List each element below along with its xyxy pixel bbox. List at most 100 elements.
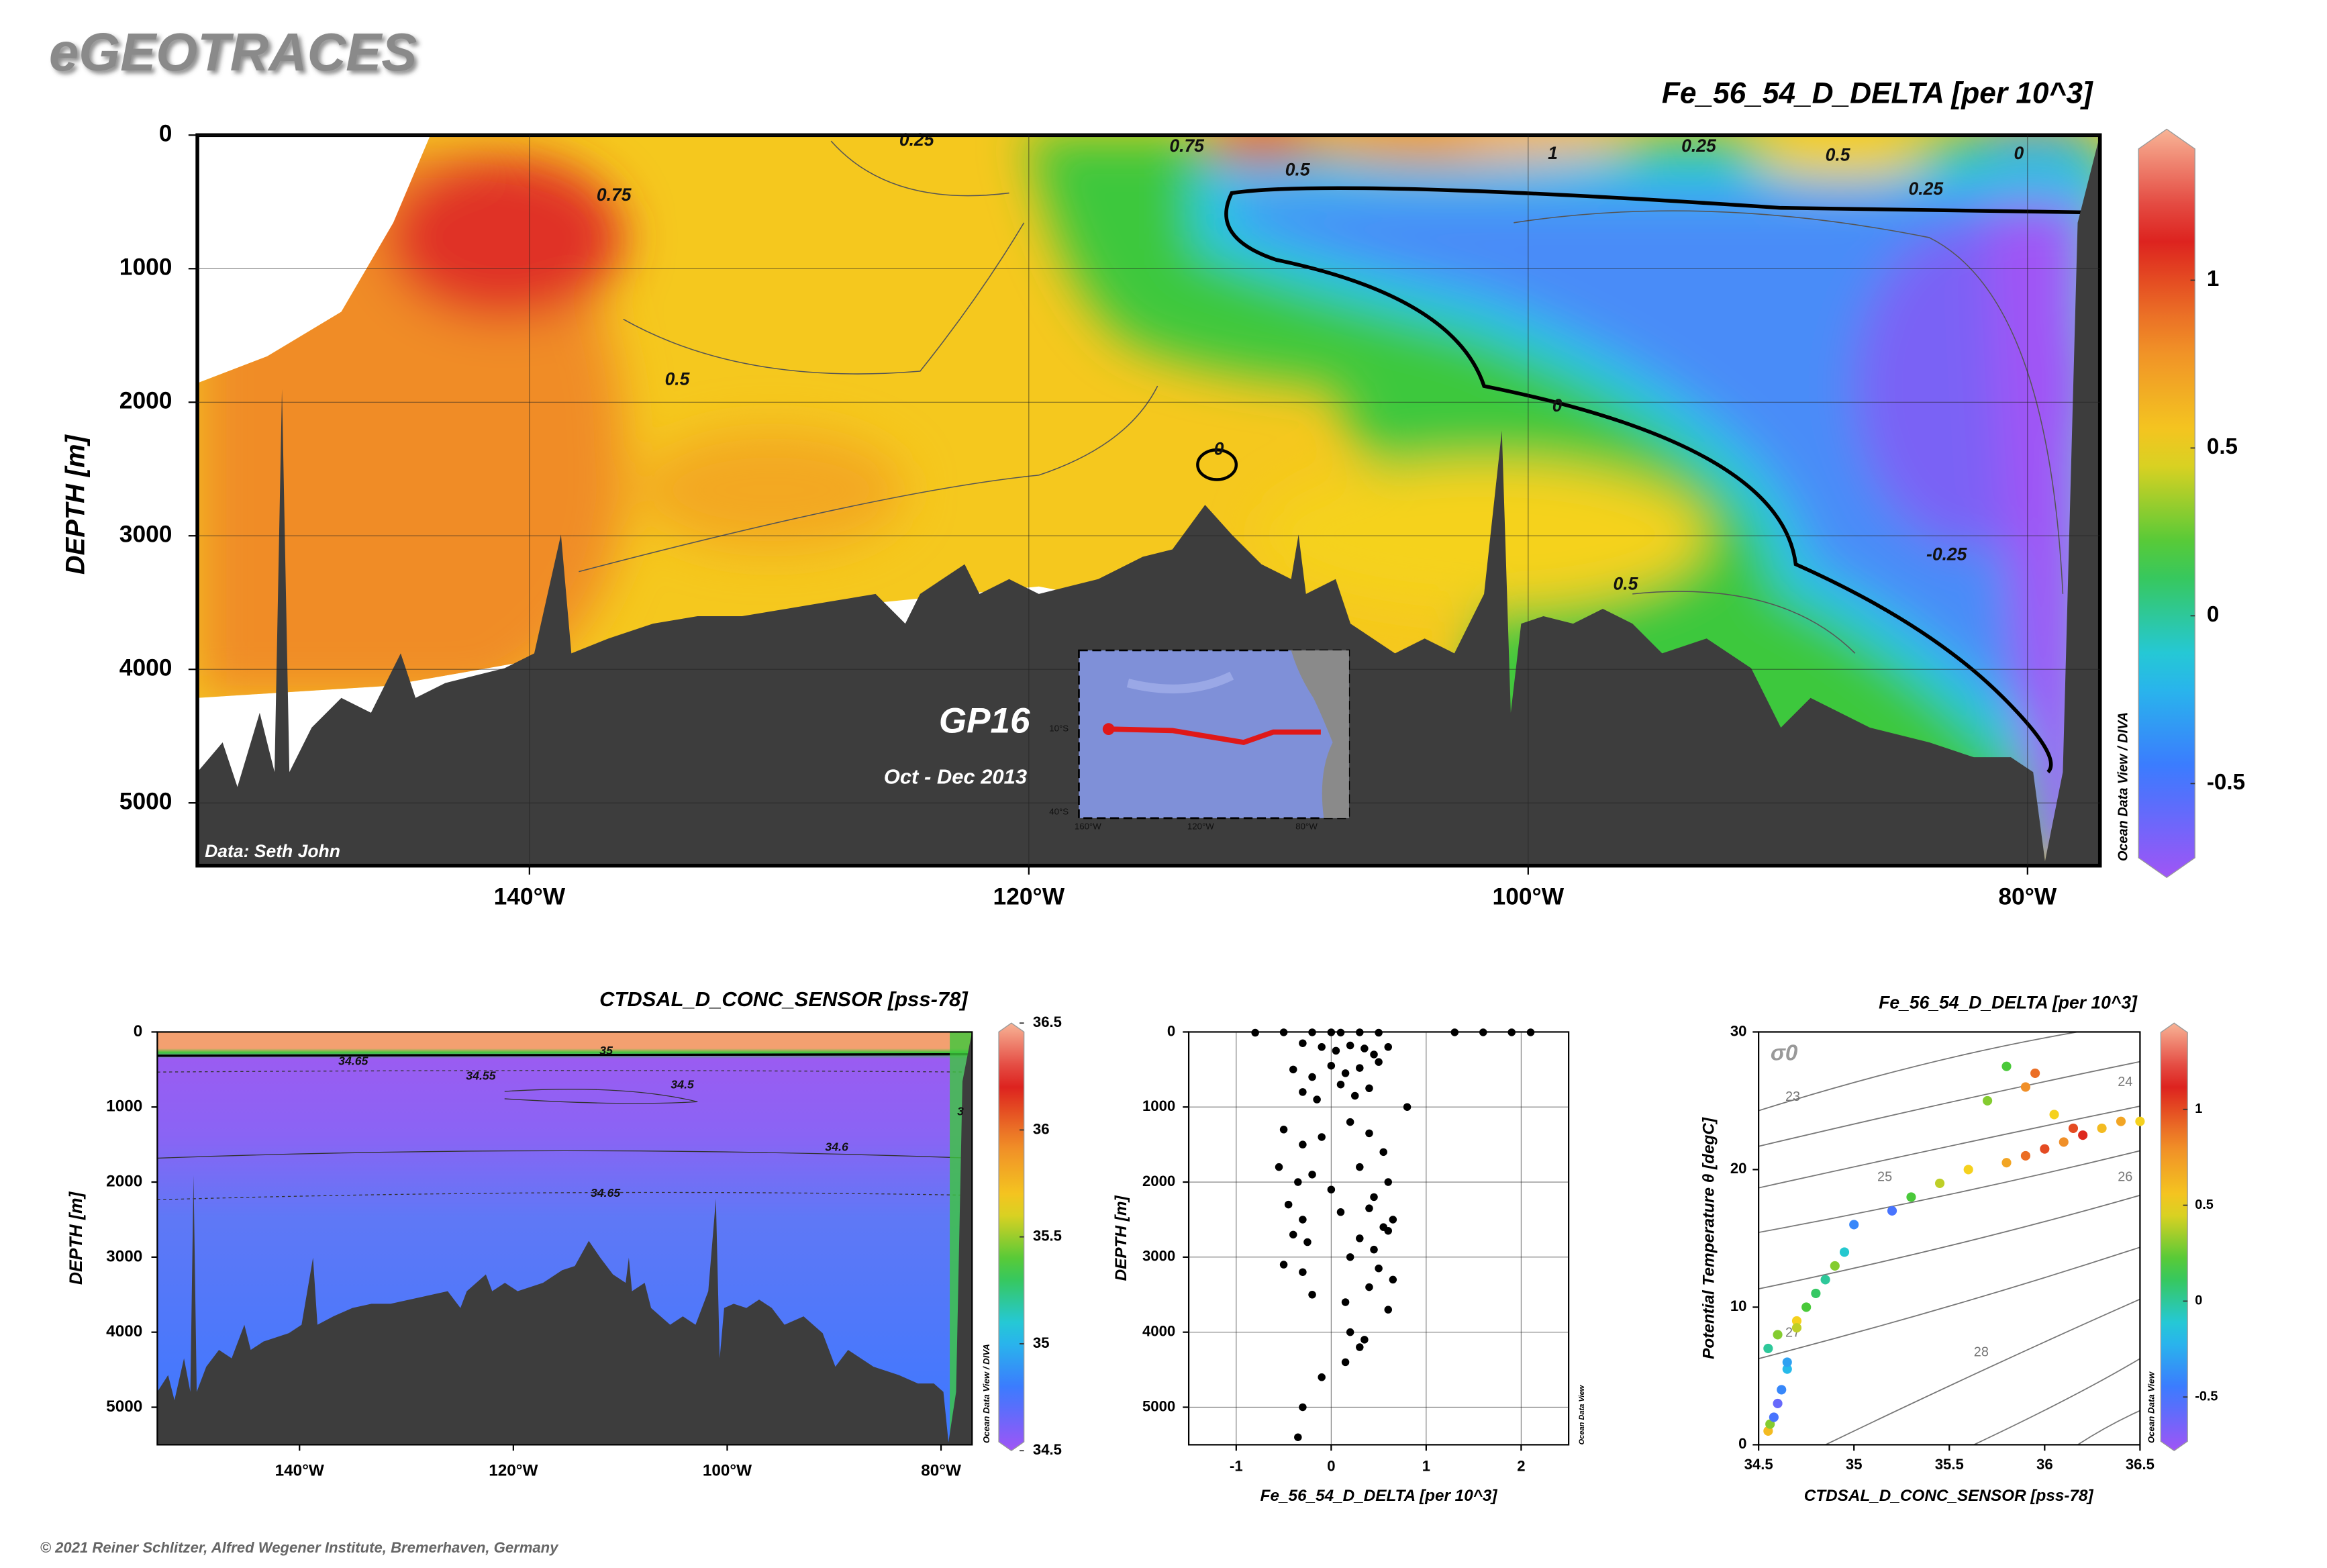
point [1299, 1403, 1307, 1412]
point [1356, 1028, 1364, 1036]
colorbar-tick-label: -0.5 [2195, 1389, 2218, 1404]
point [1341, 1358, 1350, 1367]
point [1360, 1336, 1369, 1344]
x-axis-label: Fe_56_54_D_DELTA [per 10^3] [1260, 1487, 1498, 1505]
point [1379, 1148, 1387, 1157]
y-tick-label: 2000 [106, 1172, 142, 1190]
point [1773, 1398, 1783, 1408]
contour-label: 0 [1552, 395, 1563, 415]
point [1384, 1226, 1393, 1235]
point [1341, 1069, 1350, 1077]
point [2049, 1110, 2059, 1120]
point [1769, 1412, 1779, 1422]
contour-label: 3 [957, 1105, 964, 1118]
point [1849, 1220, 1859, 1230]
y-tick-label: 20 [1730, 1160, 1747, 1177]
x-tick-label: 34.5 [1744, 1456, 1773, 1473]
isopycnal-label: 28 [1974, 1344, 1989, 1359]
colorbar-tick-label: 1 [2207, 266, 2219, 291]
y-tick-label: 4000 [119, 655, 172, 681]
y-tick-label: 1000 [1142, 1097, 1175, 1114]
colorbar-tick-label: 35.5 [1033, 1228, 1062, 1244]
point [2059, 1137, 2069, 1147]
point [1370, 1050, 1378, 1059]
colorbar-tick-label: 0.5 [2207, 434, 2238, 459]
x-tick-label: 140°W [494, 884, 566, 910]
point [1526, 1028, 1535, 1036]
y-tick-label: 1000 [119, 254, 172, 281]
point [1782, 1357, 1792, 1367]
point [1839, 1247, 1850, 1257]
point [1327, 1185, 1336, 1193]
footer: © 2021 Reiner Schlitzer, Alfred Wegener … [40, 1539, 559, 1556]
point [1308, 1073, 1316, 1081]
point [1289, 1065, 1297, 1074]
contour-label: 0.25 [1908, 179, 1944, 199]
point [1479, 1028, 1487, 1036]
section-field [197, 135, 2100, 866]
cruise-dates: Oct - Dec 2013 [884, 765, 1027, 788]
isopycnal-label: 25 [1877, 1169, 1892, 1184]
colorbar-tick-label: 0 [2207, 602, 2219, 627]
x-tick-label: 100°W [1493, 884, 1565, 910]
point [1251, 1028, 1259, 1037]
point [1906, 1192, 1916, 1202]
point [1299, 1088, 1307, 1096]
y-tick-label: 3000 [1142, 1248, 1175, 1265]
point [2116, 1116, 2126, 1126]
y-tick-label: 1000 [106, 1097, 142, 1116]
point [1384, 1306, 1393, 1314]
contour-label: -0.25 [1926, 544, 1968, 564]
point [1327, 1028, 1336, 1036]
contour-label: 0.5 [665, 369, 691, 389]
point [2001, 1061, 2012, 1071]
colorbar-tick-label: 36 [1033, 1120, 1050, 1137]
x-tick-label: -1 [1230, 1457, 1243, 1474]
point [1356, 1234, 1364, 1242]
point [1389, 1216, 1397, 1224]
y-tick-label: 0 [134, 1022, 143, 1040]
point [1791, 1316, 1802, 1326]
point [1279, 1261, 1288, 1269]
point [1791, 1323, 1802, 1333]
point [1375, 1058, 1383, 1066]
isopycnal-label: 26 [2118, 1169, 2132, 1184]
colorbar-tick-label: 1 [2195, 1101, 2202, 1116]
y-tick-label: 4000 [106, 1322, 142, 1340]
x-tick-label: 100°W [703, 1462, 752, 1480]
point [1389, 1275, 1397, 1284]
x-tick-label: 80°W [921, 1462, 961, 1480]
contour-label: 0.5 [1826, 144, 1851, 164]
point [1299, 1039, 1307, 1047]
point [1346, 1041, 1354, 1050]
colorbar-tick-label: -0.5 [2207, 770, 2245, 795]
y-tick-label: 3000 [106, 1247, 142, 1265]
point [1365, 1129, 1373, 1138]
point [2097, 1123, 2107, 1133]
contour-label: 34.6 [825, 1140, 848, 1154]
point [1299, 1140, 1307, 1148]
point [1294, 1433, 1302, 1441]
point [1318, 1043, 1326, 1051]
y-tick-label: 4000 [1142, 1323, 1175, 1340]
colorbar-tick-label: 35 [1033, 1334, 1050, 1351]
data-credit: Data: Seth John [205, 841, 340, 861]
contour-label: 0 [1214, 438, 1224, 458]
point [1507, 1028, 1516, 1036]
colorbar-tick-label: 34.5 [1033, 1441, 1062, 1458]
point [2135, 1116, 2145, 1126]
inset-label: 40°S [1049, 807, 1069, 817]
point [2020, 1150, 2031, 1161]
point [1308, 1291, 1316, 1299]
colorbar-tick-label: 0.5 [2195, 1197, 2214, 1212]
point [1384, 1043, 1393, 1051]
y-tick-label: 30 [1730, 1022, 1747, 1039]
point [1294, 1178, 1302, 1186]
point [1934, 1178, 1945, 1188]
point [1346, 1328, 1354, 1336]
contour-label: 0.75 [1169, 136, 1205, 156]
point [1318, 1373, 1326, 1381]
y-tick-label: 3000 [119, 522, 172, 548]
contour-label: 34.65 [591, 1186, 621, 1199]
point [1336, 1208, 1345, 1216]
